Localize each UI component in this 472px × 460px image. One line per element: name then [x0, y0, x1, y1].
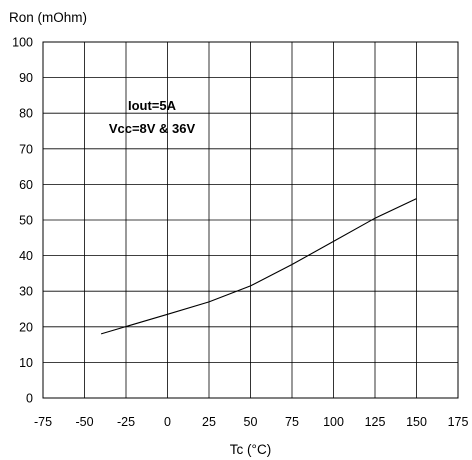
y-tick-label: 40 — [19, 249, 33, 263]
y-axis-label: Ron (mOhm) — [9, 10, 87, 25]
series-line — [100, 198, 417, 335]
x-tick-label: -75 — [34, 415, 52, 429]
series-group — [100, 198, 417, 335]
x-axis-label: Tc (°C) — [230, 442, 271, 457]
y-tick-label: 100 — [12, 36, 33, 50]
y-tick-label: 30 — [19, 285, 33, 299]
y-tick-label: 80 — [19, 107, 33, 121]
x-axis-ticks: -75 -50 -25 0 25 50 75 100 125 150 175 — [34, 415, 469, 429]
x-tick-label: -25 — [117, 415, 135, 429]
annotation-voltage: Vcc=8V & 36V — [109, 121, 196, 136]
x-tick-label: 0 — [164, 415, 171, 429]
y-tick-label: 90 — [19, 71, 33, 85]
annotation-current: Iout=5A — [128, 98, 177, 113]
y-tick-label: 60 — [19, 178, 33, 192]
y-tick-label: 50 — [19, 214, 33, 228]
x-tick-label: -50 — [75, 415, 93, 429]
y-tick-label: 70 — [19, 142, 33, 156]
y-tick-label: 10 — [19, 356, 33, 370]
y-tick-label: 20 — [19, 320, 33, 334]
x-tick-label: 125 — [365, 415, 386, 429]
plot-frame — [42, 41, 459, 399]
grid — [43, 42, 458, 398]
x-tick-label: 50 — [244, 415, 258, 429]
x-tick-label: 175 — [448, 415, 469, 429]
x-tick-label: 100 — [323, 415, 344, 429]
x-tick-label: 75 — [285, 415, 299, 429]
x-tick-label: 150 — [406, 415, 427, 429]
y-axis-ticks: 0 10 20 30 40 50 60 70 80 90 100 — [12, 36, 33, 406]
x-tick-label: 25 — [202, 415, 216, 429]
y-tick-label: 0 — [26, 392, 33, 406]
